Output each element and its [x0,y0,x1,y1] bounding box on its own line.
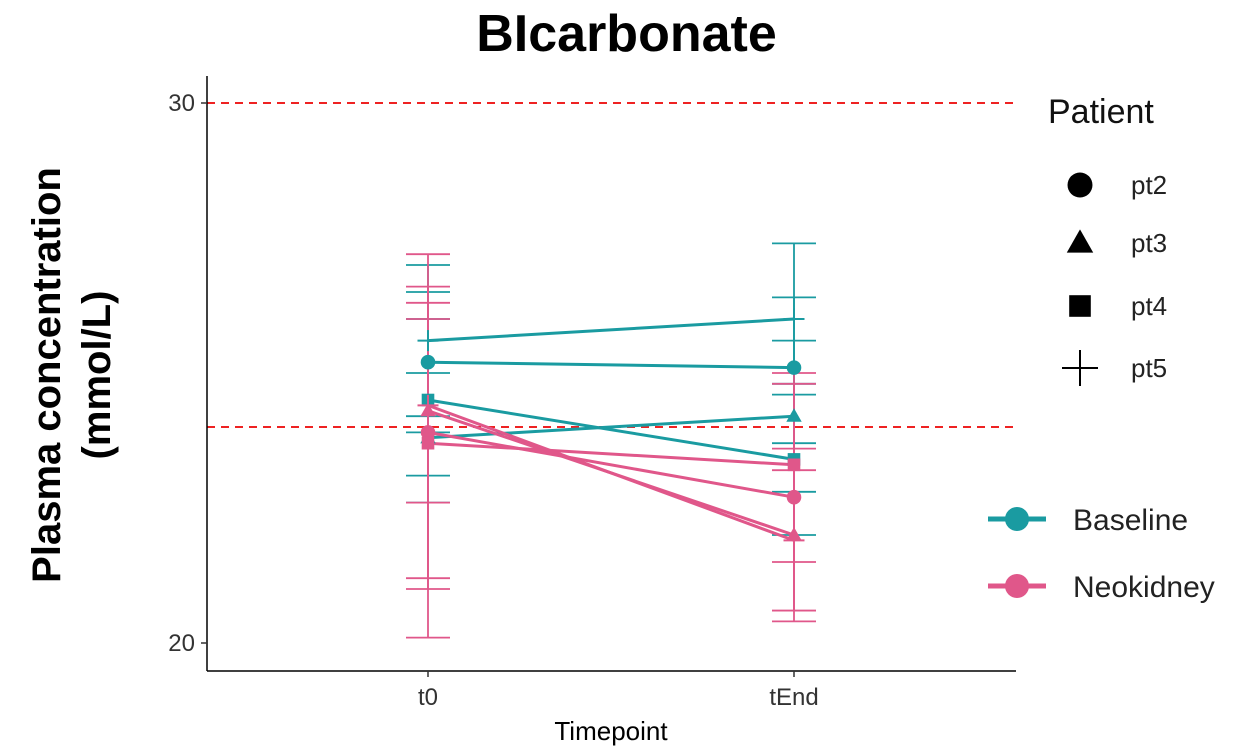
series-neokidney-pt5-line [427,403,795,542]
color-legend: Baseline Neokidney [988,504,1215,604]
series-baseline-pt5-point-1 [783,308,805,330]
shape-legend-title: Patient [1048,93,1154,131]
reference-lines [207,102,1016,428]
series-neokidney-pt4-point-0 [421,436,435,450]
legend-shape-pt5-icon [1062,350,1098,386]
series-baseline-pt5-line [427,317,795,343]
series-neokidney-pt2-line [427,430,795,499]
series-baseline-pt2-line [427,360,795,370]
legend-shape-label-pt5: pt5 [1131,353,1167,383]
x-tick-label-0: t0 [418,684,438,711]
series-neokidney-pt5-point-1 [783,529,805,551]
legend-color-neokidney-dot-icon [1005,574,1029,598]
legend-shape-pt4-icon [1069,295,1091,317]
series-baseline-pt3-point-1 [786,408,802,422]
y-tick-label-0: 20 [168,630,195,657]
series-baseline-pt2-point-0 [420,354,436,370]
legend-color-baseline-label: Baseline [1073,504,1188,537]
legend-color-baseline-dot-icon [1005,507,1029,531]
legend-shape-pt2-icon [1067,172,1093,198]
legend-shape-label-pt3: pt3 [1131,228,1167,258]
axes: 20 30 t0 tEnd [168,76,1016,711]
legend-color-neokidney-label: Neokidney [1073,571,1215,604]
series-baseline-pt5-point-0 [417,330,439,352]
series-lines [427,317,795,542]
series-neokidney-pt2-point-1 [786,489,802,505]
chart-title: BIcarbonate [476,5,777,63]
y-tick-label-1: 30 [168,90,195,117]
series-baseline-pt4-line [427,398,795,461]
legend-shape-pt3-icon [1066,229,1094,253]
series-neokidney-pt4-line [427,441,795,467]
series-baseline-pt2-point-1 [786,360,802,375]
data-markers [417,308,805,551]
series-neokidney-pt4-point-1 [787,458,801,472]
legend-shape-label-pt4: pt4 [1131,291,1167,321]
series-neokidney-pt5-point-0 [417,394,439,416]
x-axis-title: Timepoint [554,716,668,746]
shape-legend: Patient pt2 pt3 pt4 pt5 [1048,93,1167,386]
x-tick-label-1: tEnd [769,684,818,711]
legend-shape-label-pt2: pt2 [1131,170,1167,200]
series-baseline-pt3-line [427,414,795,440]
series-neokidney-pt2-point-0 [420,425,436,440]
